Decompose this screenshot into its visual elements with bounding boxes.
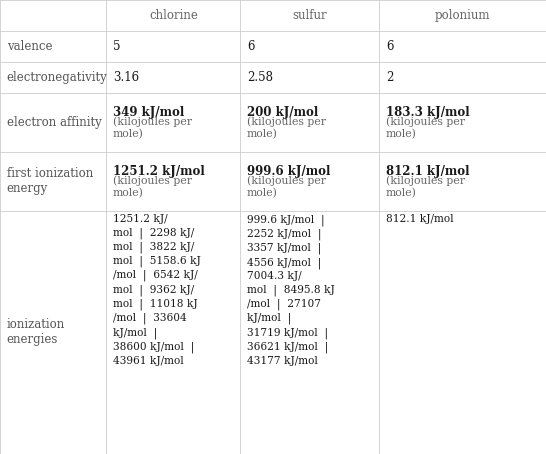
Text: polonium: polonium <box>435 9 490 22</box>
Text: 2: 2 <box>386 71 394 84</box>
Text: 812.1 kJ/mol: 812.1 kJ/mol <box>386 165 470 178</box>
Text: 183.3 kJ/mol: 183.3 kJ/mol <box>386 106 470 118</box>
Text: 812.1 kJ/mol: 812.1 kJ/mol <box>386 214 454 224</box>
Text: ionization
energies: ionization energies <box>7 318 65 346</box>
Text: 1251.2 kJ/
mol  |  2298 kJ/
mol  |  3822 kJ/
mol  |  5158.6 kJ
/mol  |  6542 kJ/: 1251.2 kJ/ mol | 2298 kJ/ mol | 3822 kJ/… <box>113 214 201 366</box>
Text: chlorine: chlorine <box>149 9 198 22</box>
Text: 999.6 kJ/mol  |
2252 kJ/mol  |
3357 kJ/mol  |
4556 kJ/mol  |
7004.3 kJ/
mol  |  : 999.6 kJ/mol | 2252 kJ/mol | 3357 kJ/mol… <box>247 214 335 366</box>
Text: (kilojoules per
mole): (kilojoules per mole) <box>113 116 192 139</box>
Text: 1251.2 kJ/mol: 1251.2 kJ/mol <box>113 165 205 178</box>
Text: 999.6 kJ/mol: 999.6 kJ/mol <box>247 165 330 178</box>
Text: first ionization
energy: first ionization energy <box>7 167 93 195</box>
Text: (kilojoules per
mole): (kilojoules per mole) <box>386 175 465 198</box>
Text: sulfur: sulfur <box>293 9 327 22</box>
Text: valence: valence <box>7 40 52 53</box>
Text: 2.58: 2.58 <box>247 71 273 84</box>
Text: (kilojoules per
mole): (kilojoules per mole) <box>247 116 326 139</box>
Text: (kilojoules per
mole): (kilojoules per mole) <box>247 175 326 198</box>
Text: (kilojoules per
mole): (kilojoules per mole) <box>113 175 192 198</box>
Text: (kilojoules per
mole): (kilojoules per mole) <box>386 116 465 139</box>
Text: 349 kJ/mol: 349 kJ/mol <box>113 106 184 118</box>
Text: electronegativity: electronegativity <box>7 71 108 84</box>
Text: 3.16: 3.16 <box>113 71 139 84</box>
Text: 6: 6 <box>386 40 394 53</box>
Text: 200 kJ/mol: 200 kJ/mol <box>247 106 318 118</box>
Text: 6: 6 <box>247 40 254 53</box>
Text: electron affinity: electron affinity <box>7 116 102 128</box>
Text: 5: 5 <box>113 40 121 53</box>
